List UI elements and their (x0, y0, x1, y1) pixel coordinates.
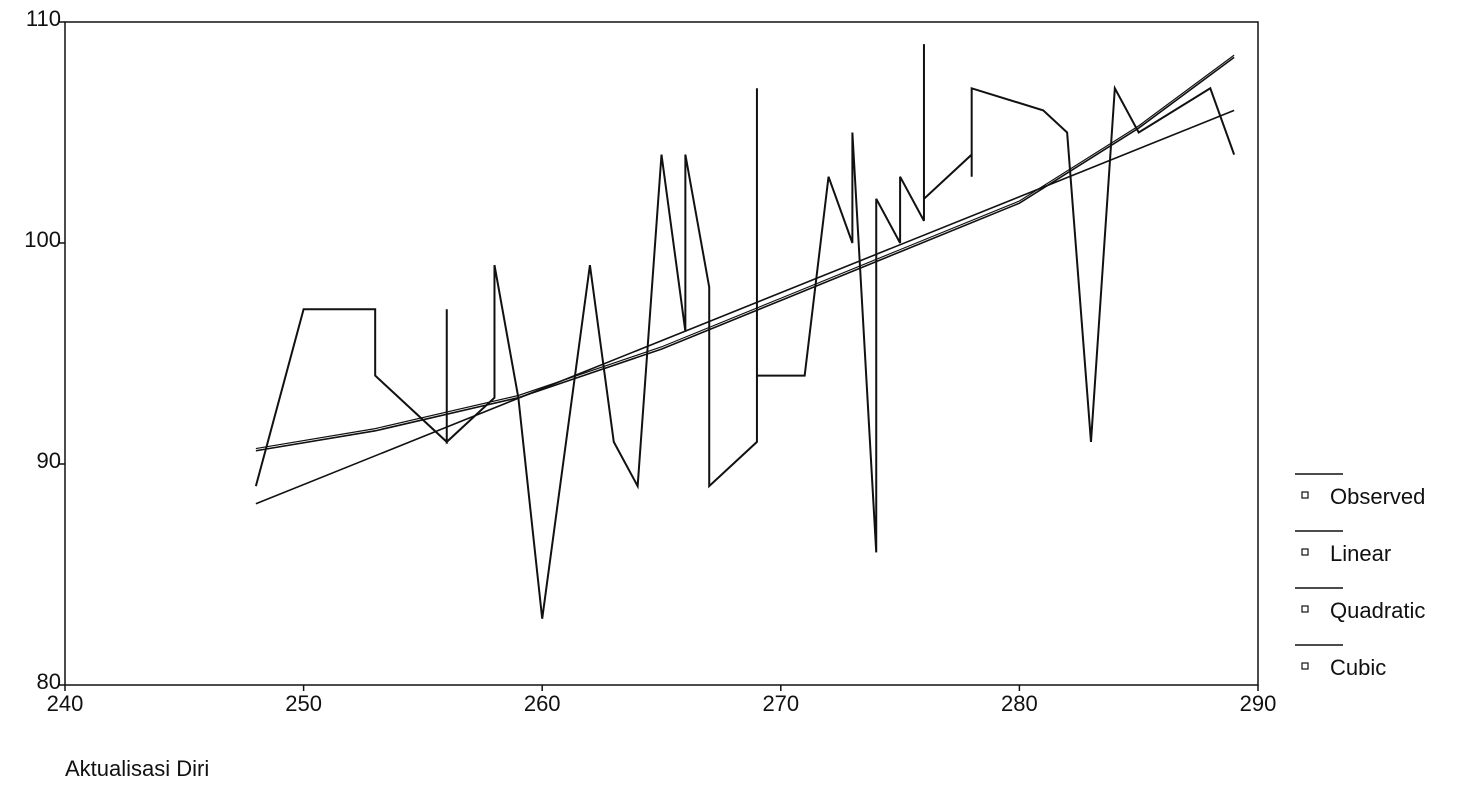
legend-label: Linear (1330, 541, 1391, 566)
x-tick-label: 250 (285, 691, 322, 716)
legend-marker (1301, 548, 1309, 556)
x-tick-label: 290 (1240, 691, 1277, 716)
y-tick-label: 80 (37, 669, 61, 694)
series-line (254, 44, 1236, 619)
x-tick-label: 280 (1001, 691, 1038, 716)
series-line (255, 54, 1235, 450)
legend-label: Observed (1330, 484, 1425, 509)
series-line (255, 109, 1235, 505)
legend-marker (1301, 491, 1309, 499)
legend-label: Cubic (1330, 655, 1386, 680)
y-tick-label: 100 (24, 227, 61, 252)
y-tick-label: 110 (26, 6, 61, 31)
x-tick-label: 270 (762, 691, 799, 716)
legend-marker (1301, 605, 1309, 613)
plot-frame (64, 21, 1259, 686)
x-tick-label: 240 (47, 691, 84, 716)
series-line (255, 56, 1235, 452)
legend-label: Quadratic (1330, 598, 1425, 623)
y-tick-label: 90 (37, 448, 61, 473)
x-axis-label: Aktualisasi Diri (65, 756, 209, 781)
x-tick-label: 260 (524, 691, 561, 716)
legend-marker (1301, 662, 1309, 670)
